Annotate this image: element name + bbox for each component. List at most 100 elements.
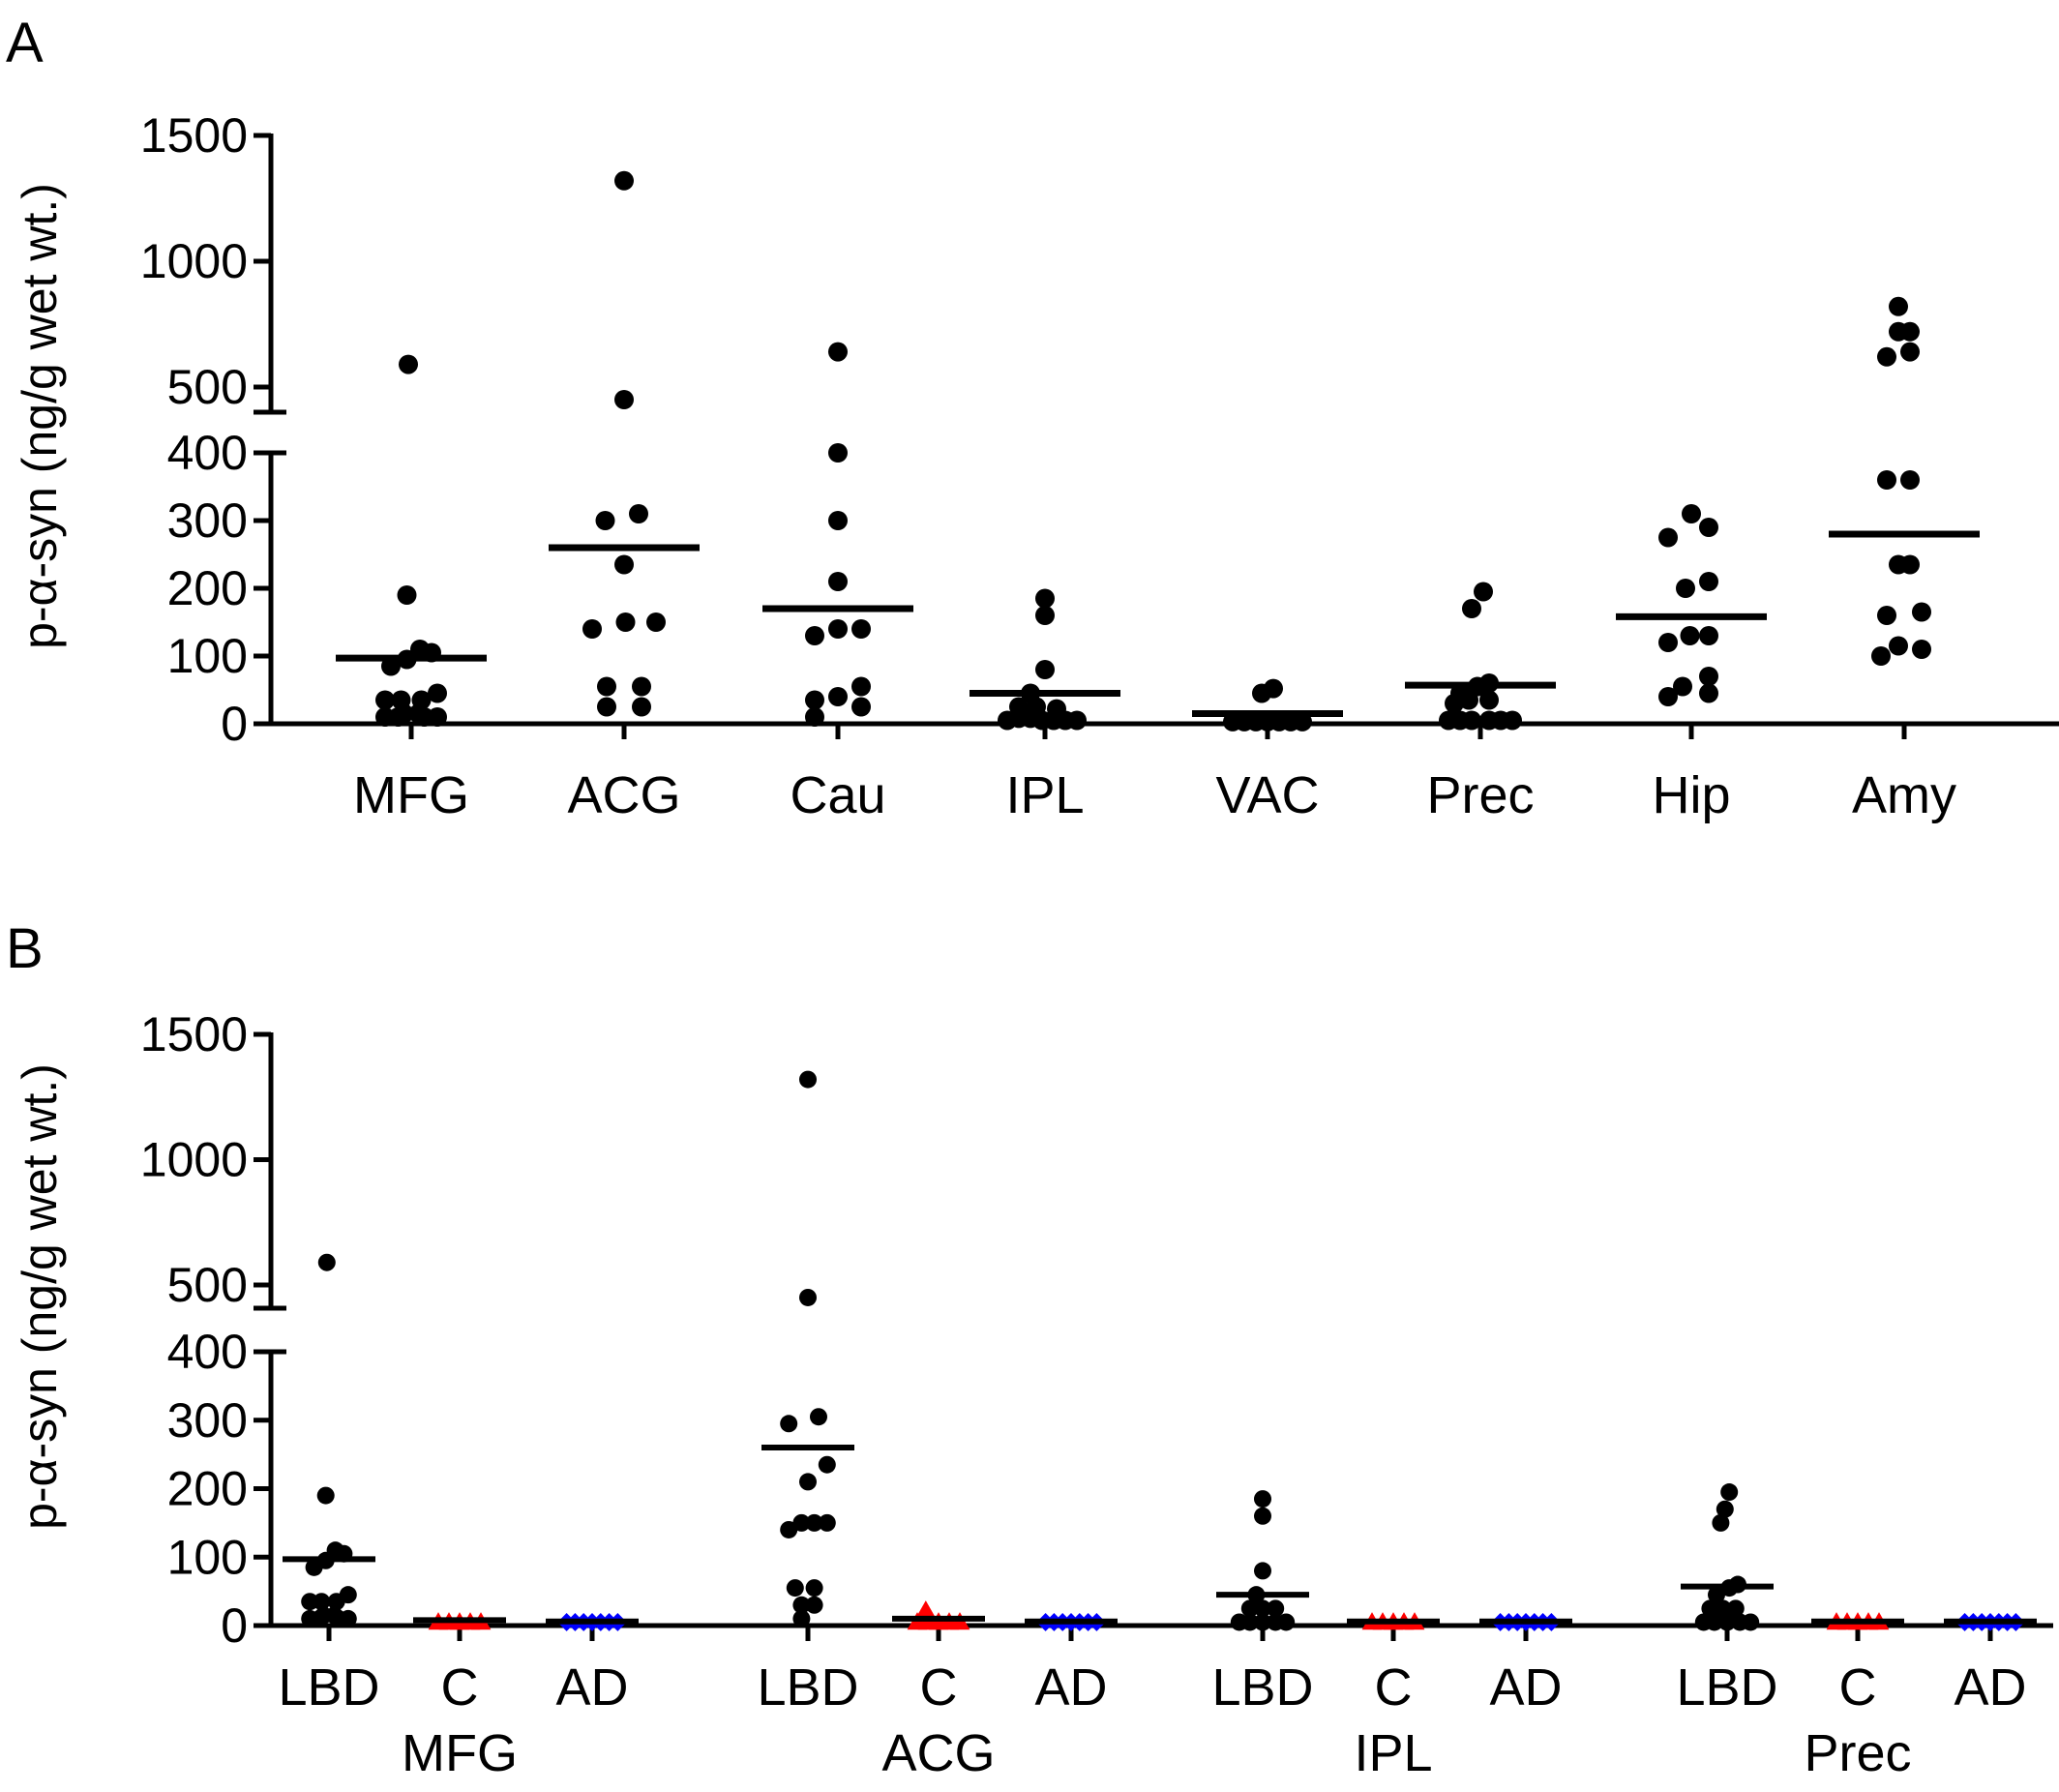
data-point xyxy=(1705,1613,1723,1631)
x-tick-label: VAC xyxy=(1215,766,1319,824)
y-tick-label: 500 xyxy=(167,360,248,414)
data-point xyxy=(1877,606,1896,625)
data-point xyxy=(614,170,634,191)
data-point xyxy=(317,1253,336,1271)
data-point xyxy=(1479,690,1499,710)
data-point xyxy=(1254,1490,1271,1508)
data-point xyxy=(615,612,636,632)
data-point xyxy=(805,1513,823,1532)
x-subgroup-label: AD xyxy=(1034,1658,1107,1717)
x-subgroup-label: LBD xyxy=(1211,1658,1313,1717)
data-point xyxy=(851,619,871,639)
data-point xyxy=(1658,633,1678,652)
series-hip xyxy=(1616,504,1767,706)
marks-b xyxy=(283,1070,2037,1631)
data-point xyxy=(1912,640,1931,659)
data-point xyxy=(1889,636,1908,656)
data-point xyxy=(1708,1586,1725,1604)
data-point xyxy=(1254,1599,1271,1618)
y-tick-label: 300 xyxy=(167,1393,248,1448)
data-point xyxy=(1900,470,1920,490)
data-point xyxy=(1720,1483,1739,1502)
data-point xyxy=(1912,602,1931,622)
x-group-label: MFG xyxy=(402,1724,518,1782)
data-point xyxy=(1726,1599,1745,1618)
data-point xyxy=(828,619,848,639)
data-point xyxy=(1877,470,1896,490)
data-point xyxy=(1676,579,1695,598)
y-axis-title-a: p-α-syn (ng/g wet wt.) xyxy=(13,183,67,649)
data-point xyxy=(1889,296,1908,316)
series-ipl-ad xyxy=(1479,1613,1572,1631)
data-point xyxy=(828,342,848,362)
data-point xyxy=(792,1609,811,1628)
panel-label-b: B xyxy=(6,917,44,980)
panel-a: A p-α-syn (ng/g wet wt.) 0 100 200 300 400 50… xyxy=(6,12,2059,824)
data-point xyxy=(1699,518,1718,537)
data-point xyxy=(1900,554,1920,575)
data-point xyxy=(851,697,871,717)
data-point xyxy=(1035,660,1055,679)
series-prec-ad xyxy=(1944,1613,2037,1631)
data-point xyxy=(632,676,651,697)
data-point xyxy=(1462,599,1481,618)
y-tick-label: 1000 xyxy=(140,1133,248,1187)
data-point xyxy=(828,511,848,530)
data-point xyxy=(1900,321,1920,342)
x-tick-label: Cau xyxy=(790,766,885,824)
series-acg-lbd xyxy=(761,1070,854,1628)
data-point xyxy=(1742,1613,1760,1631)
data-point xyxy=(805,1579,823,1598)
data-point xyxy=(428,707,447,727)
y-tick-label: 100 xyxy=(167,629,248,683)
data-point xyxy=(316,1486,335,1505)
series-acg-c xyxy=(892,1600,985,1630)
y-tick-label: 500 xyxy=(167,1258,248,1312)
data-point xyxy=(851,676,871,697)
series-vac xyxy=(1192,678,1343,732)
data-point xyxy=(810,1408,827,1426)
x-subgroup-label: LBD xyxy=(1676,1658,1777,1717)
data-point xyxy=(1503,710,1522,731)
series-mfg-ad xyxy=(546,1613,639,1631)
panel-b: B p-α-syn (ng/g wet wt.) 0 100 200 300 400 50… xyxy=(6,917,2053,1782)
data-point xyxy=(799,1473,817,1491)
data-point xyxy=(1699,572,1718,591)
data-point xyxy=(1682,504,1701,523)
data-point xyxy=(1871,646,1891,666)
data-point xyxy=(339,1609,357,1628)
x-group-label: ACG xyxy=(881,1724,995,1782)
data-point xyxy=(1067,710,1087,731)
y-axis-title-b: p-α-syn (ng/g wet wt.) xyxy=(13,1063,67,1530)
data-point xyxy=(828,687,848,706)
data-point xyxy=(428,683,447,703)
y-tick-label: 1500 xyxy=(140,108,248,163)
data-point xyxy=(313,1593,331,1611)
data-point xyxy=(1716,1500,1734,1518)
series-mfg-c xyxy=(413,1612,506,1630)
data-point xyxy=(391,690,411,710)
data-point xyxy=(1047,699,1066,719)
series-mfg xyxy=(336,354,487,727)
y-tick-label: 0 xyxy=(221,697,248,751)
series-prec xyxy=(1405,582,1556,731)
data-point xyxy=(632,697,651,717)
x-tick-label: Amy xyxy=(1852,766,1956,824)
y-tick-label: 100 xyxy=(167,1530,248,1584)
axes-b: 0 100 200 300 400 500 1000 1500 LBD C AD MFG LBD C AD A… xyxy=(140,1007,2053,1782)
x-subgroup-label: LBD xyxy=(757,1658,858,1717)
data-point xyxy=(399,354,418,374)
data-point xyxy=(1240,1599,1259,1618)
y-tick-label: 1500 xyxy=(140,1007,248,1061)
x-subgroup-label: AD xyxy=(1489,1658,1562,1717)
data-point xyxy=(1714,1599,1732,1618)
data-point xyxy=(646,612,666,632)
data-point xyxy=(1462,710,1481,731)
series-cau xyxy=(762,342,913,727)
data-point xyxy=(1900,342,1920,362)
data-point xyxy=(1035,588,1055,609)
data-point xyxy=(375,690,395,710)
data-point xyxy=(1240,1613,1259,1631)
y-tick-label: 200 xyxy=(167,561,248,615)
data-point xyxy=(780,1520,798,1538)
